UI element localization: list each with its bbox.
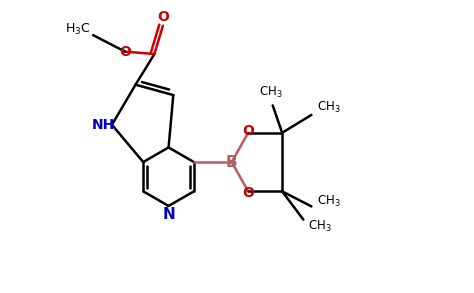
Text: O: O (157, 10, 169, 24)
Text: O: O (119, 45, 131, 59)
Text: N: N (162, 207, 175, 222)
Text: CH$_3$: CH$_3$ (308, 219, 332, 234)
Text: O: O (242, 124, 254, 138)
Text: NH: NH (92, 118, 115, 132)
Text: H$_3$C: H$_3$C (65, 22, 91, 37)
Text: O: O (242, 186, 254, 200)
Text: CH$_3$: CH$_3$ (318, 100, 341, 115)
Text: B: B (226, 155, 237, 170)
Text: CH$_3$: CH$_3$ (318, 194, 341, 209)
Text: CH$_3$: CH$_3$ (258, 85, 282, 100)
